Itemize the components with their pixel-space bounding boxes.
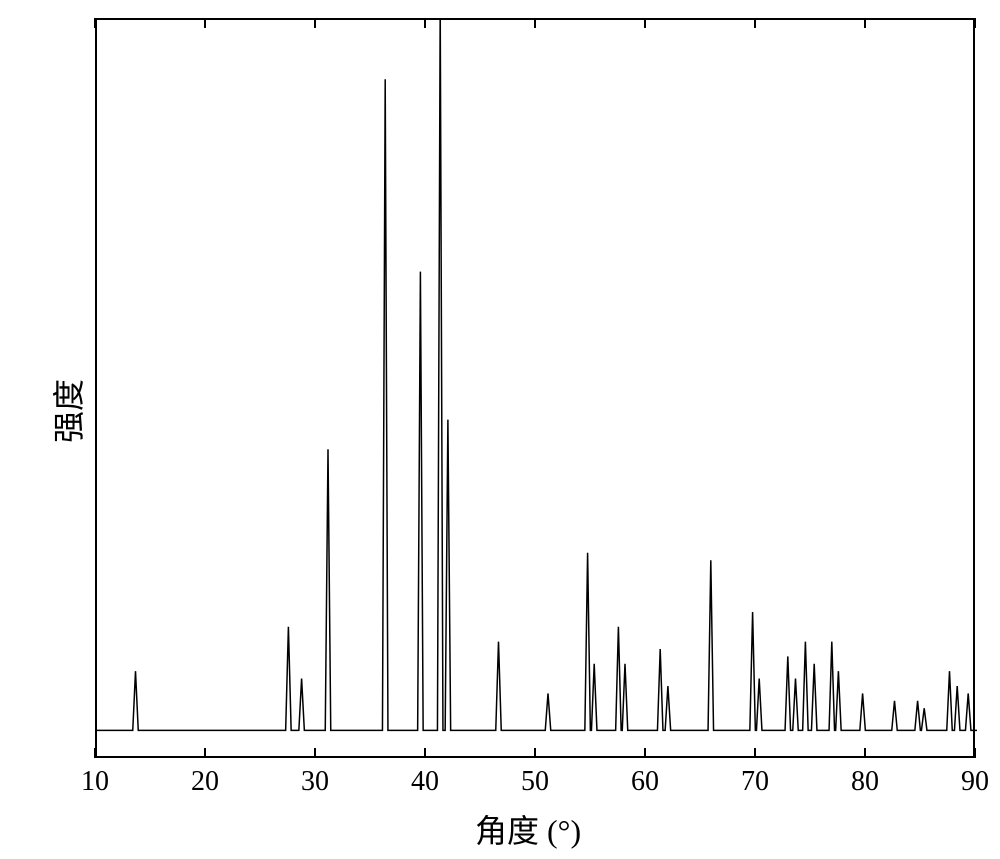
- x-tick-mark: [94, 748, 96, 758]
- x-tick-label: 70: [741, 766, 769, 798]
- x-tick-mark-top: [754, 18, 756, 28]
- x-tick-label: 20: [191, 766, 219, 798]
- x-tick-mark: [974, 748, 976, 758]
- xrd-trace: [97, 20, 977, 730]
- x-tick-mark-top: [424, 18, 426, 28]
- x-tick-mark: [754, 748, 756, 758]
- x-tick-label: 50: [521, 766, 549, 798]
- x-tick-mark: [864, 748, 866, 758]
- x-tick-label: 60: [631, 766, 659, 798]
- x-tick-label: 10: [81, 766, 109, 798]
- x-tick-label: 40: [411, 766, 439, 798]
- plot-area: [95, 18, 975, 758]
- x-tick-mark-top: [644, 18, 646, 28]
- x-tick-label: 30: [301, 766, 329, 798]
- x-tick-mark-top: [94, 18, 96, 28]
- x-tick-mark-top: [314, 18, 316, 28]
- x-tick-mark: [314, 748, 316, 758]
- x-tick-mark: [424, 748, 426, 758]
- x-tick-mark-top: [864, 18, 866, 28]
- x-tick-label: 90: [961, 766, 989, 798]
- x-tick-mark-top: [534, 18, 536, 28]
- x-tick-mark: [204, 748, 206, 758]
- x-tick-mark-top: [974, 18, 976, 28]
- x-tick-mark-top: [204, 18, 206, 28]
- x-tick-label: 80: [851, 766, 879, 798]
- y-axis-label: 强度: [44, 379, 90, 443]
- chart-line-svg: [97, 20, 977, 760]
- x-axis-label: 角度 (°): [475, 806, 581, 852]
- xrd-chart: 强度 角度 (°) 10 20 30 40 50 60 70 80 90: [0, 0, 1000, 859]
- x-tick-mark: [644, 748, 646, 758]
- x-tick-mark: [534, 748, 536, 758]
